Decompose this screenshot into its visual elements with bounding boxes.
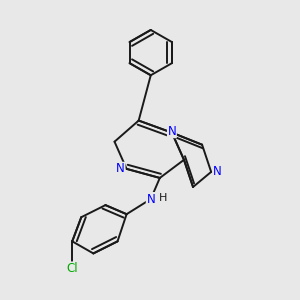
Text: N: N	[213, 165, 222, 178]
Text: N: N	[116, 162, 125, 176]
Text: H: H	[159, 193, 167, 202]
Text: N: N	[167, 124, 176, 138]
Text: N: N	[146, 193, 155, 206]
Text: Cl: Cl	[66, 262, 78, 275]
